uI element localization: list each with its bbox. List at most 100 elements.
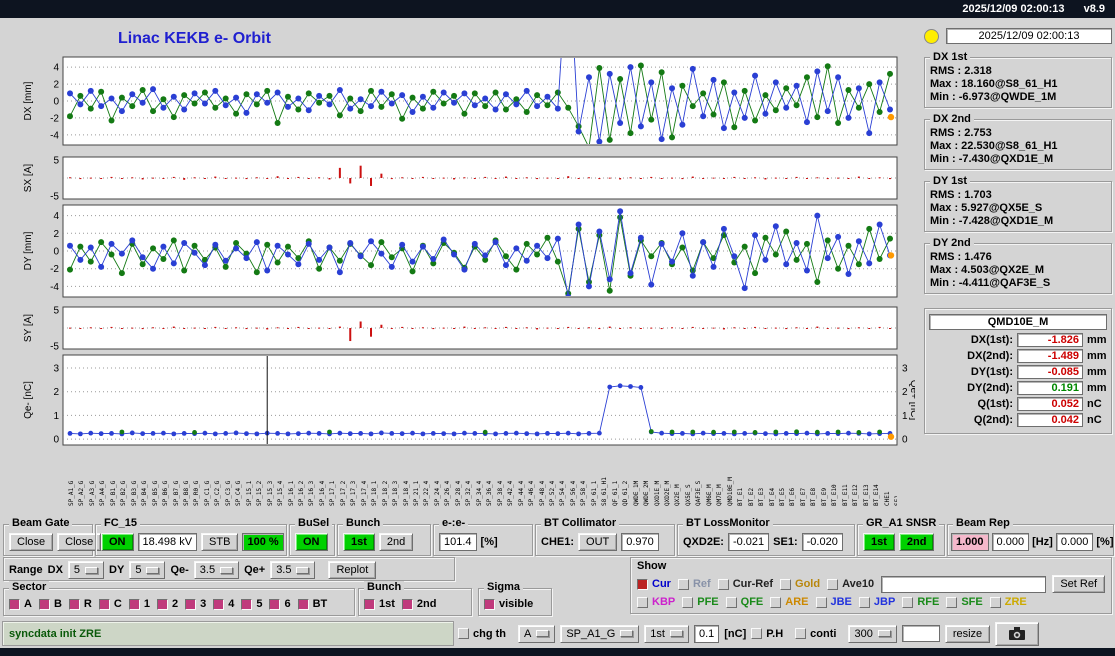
qmd-row: DX(1st): -1.826 mm (929, 333, 1107, 347)
ref-name-input[interactable] (881, 575, 1047, 593)
checkbox-b[interactable]: B (38, 598, 62, 610)
checkbox-sfe[interactable]: SFE (946, 596, 983, 608)
checkbox-qfe[interactable]: QFE (725, 596, 763, 608)
checkbox-rfe[interactable]: RFE (902, 596, 939, 608)
qmd-row-unit: mm (1087, 350, 1107, 362)
checkbox-jbe[interactable]: JBE (815, 596, 852, 608)
stat-rms: RMS : 1.476 (930, 251, 992, 263)
checkbox-c[interactable]: C (98, 598, 122, 610)
chg-th-checkbox[interactable]: chg th (458, 628, 506, 640)
stat-min: Min : -6.973@QWDE_1M (930, 91, 1057, 103)
che1-label: CHE1: (541, 535, 575, 548)
x-axis-label: SP_42_4 (507, 480, 515, 506)
checkbox-ref[interactable]: Ref (677, 578, 711, 590)
busel-label: BuSel (295, 517, 333, 530)
svg-text:DX [mm]: DX [mm] (23, 81, 34, 120)
x-axis-label: BT_E1 (737, 487, 745, 506)
interval-dropdown[interactable]: 300 (848, 624, 897, 643)
x-axis-label: SP_C3_G (224, 480, 232, 506)
checkbox-5[interactable]: 5 (241, 598, 262, 610)
svg-text:SX [A]: SX [A] (23, 164, 34, 193)
checkbox-r[interactable]: R (68, 598, 92, 610)
bunch-bottom-label: Bunch (364, 581, 405, 594)
x-axis-label: SP_15_2 (256, 480, 264, 506)
che1-out-button[interactable]: OUT (578, 532, 618, 551)
x-axis-label: SP_17_3 (350, 480, 358, 506)
checkbox-kbp[interactable]: KBP (637, 596, 675, 608)
checkbox-visible[interactable]: visible (484, 598, 533, 610)
x-axis-label: SP_B3_G (130, 480, 138, 506)
qxd2e-value: -0.021 (727, 532, 770, 551)
checkbox-1st[interactable]: 1st (364, 598, 395, 610)
threshold-unit: [nC] (724, 627, 747, 640)
set-ref-button[interactable]: Set Ref (1052, 575, 1105, 593)
busel-on-button[interactable]: ON (295, 532, 328, 551)
checkbox-pfe[interactable]: PFE (682, 596, 719, 608)
gr-snsr-1st-button[interactable]: 1st (863, 532, 895, 551)
misc-input[interactable] (901, 625, 940, 642)
interval-value: 300 (854, 627, 873, 640)
ph-checkbox[interactable]: P.H (751, 628, 783, 640)
fc15-stb-button[interactable]: STB (201, 532, 239, 551)
checkbox-6[interactable]: 6 (269, 598, 291, 610)
bunch-1st-button[interactable]: 1st (343, 532, 375, 551)
range-dy-dropdown[interactable]: 5 (129, 561, 166, 579)
checkbox-3[interactable]: 3 (185, 598, 206, 610)
checkbox-cur-ref[interactable]: Cur-Ref (717, 578, 773, 590)
checkbox-a[interactable]: A (9, 598, 32, 610)
qmd-row-unit: mm (1087, 334, 1107, 346)
beam-gate-close-2-button[interactable]: Close (57, 532, 102, 551)
conti-checkbox[interactable]: conti (795, 628, 836, 640)
threshold-value: 0.1 (693, 624, 720, 643)
stat-max: Max : 22.530@S8_61_H1 (930, 140, 1058, 152)
x-axis-label: SP_B4_G (141, 480, 149, 506)
checkbox-1[interactable]: 1 (128, 598, 150, 610)
svg-text:0: 0 (53, 97, 59, 108)
gr-snsr-2nd-button[interactable]: 2nd (898, 532, 935, 551)
checkbox-label: Gold (795, 578, 821, 590)
checkbox-4[interactable]: 4 (213, 598, 234, 610)
x-axis-label: QMD10E_M (726, 477, 734, 506)
x-axis-label: SP_A1_G (68, 480, 75, 506)
beam-gate-close-1-button[interactable]: Close (9, 532, 54, 551)
svg-text:-4: -4 (50, 130, 59, 141)
x-axis-label: SP_B7_G (172, 480, 180, 506)
qmd-row-unit: nC (1087, 398, 1102, 410)
resize-button[interactable]: resize (944, 624, 991, 643)
x-axis-label: SP_C1_G (203, 480, 211, 506)
x-axis-label: CHE1 (883, 491, 891, 506)
x-axis-label: SP_15_3 (266, 480, 274, 506)
range-qep-dropdown[interactable]: 3.5 (270, 561, 316, 579)
checkbox-gold[interactable]: Gold (780, 578, 820, 590)
checkbox-cur[interactable]: Cur (637, 578, 671, 590)
checkbox-box (717, 578, 729, 590)
snapshot-button[interactable] (995, 621, 1040, 646)
bpm-select-dropdown[interactable]: SP_A1_G (560, 624, 640, 643)
dropdown-arrow-icon (669, 630, 683, 637)
x-axis-label: SP_16_4 (318, 480, 326, 506)
bunch-select-dropdown[interactable]: 1st (644, 624, 689, 643)
checkbox-are[interactable]: ARE (770, 596, 809, 608)
svg-text:-5: -5 (50, 342, 59, 352)
checkbox-zre[interactable]: ZRE (989, 596, 1027, 608)
checkbox-box (241, 598, 253, 610)
replot-button[interactable]: Replot (328, 561, 377, 579)
checkbox-2nd[interactable]: 2nd (401, 598, 436, 610)
bt-lossmonitor-group: BT LossMonitor QXD2E: -0.021 SE1: -0.020 (677, 517, 855, 556)
checkbox-label: ZRE (1004, 596, 1027, 608)
stat-rms: RMS : 2.318 (930, 65, 992, 77)
checkbox-bt[interactable]: BT (297, 598, 327, 610)
x-axis-label: SP_28_4 (454, 480, 462, 506)
gr-snsr-group: GR_A1 SNSR 1st 2nd (857, 517, 945, 556)
checkbox-jbp[interactable]: JBP (858, 596, 895, 608)
sector-select-dropdown[interactable]: A (518, 624, 556, 643)
top-titlebar: 2025/12/09 02:00:13 v8.9 (0, 0, 1115, 18)
range-dx-dropdown[interactable]: 5 (67, 561, 105, 579)
checkbox-2[interactable]: 2 (156, 598, 178, 610)
range-qem-dropdown[interactable]: 3.5 (193, 561, 240, 579)
fc15-on-button[interactable]: ON (101, 532, 134, 551)
svg-text:Qe- [nC]: Qe- [nC] (23, 381, 34, 419)
checkbox-ave10[interactable]: Ave10 (827, 578, 874, 590)
qmd-row-unit: mm (1087, 366, 1107, 378)
bunch-2nd-button[interactable]: 2nd (378, 532, 414, 551)
